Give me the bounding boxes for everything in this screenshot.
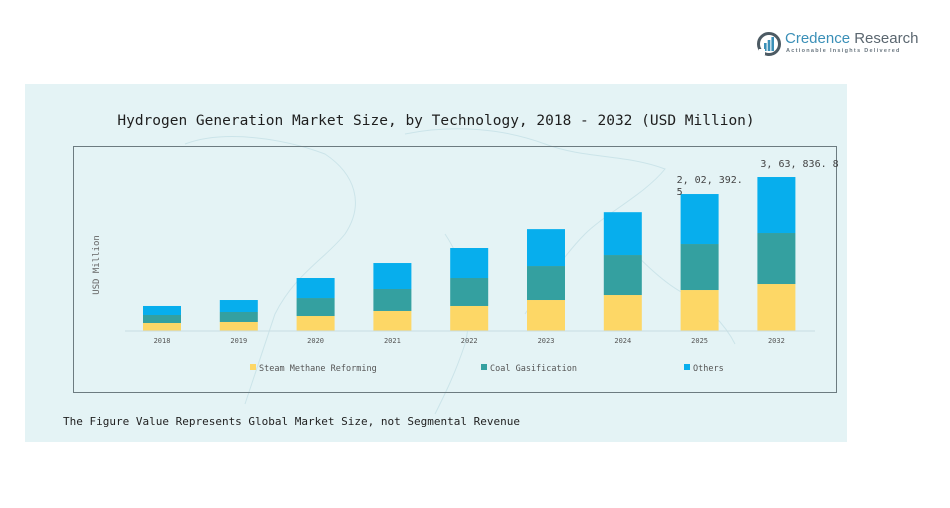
bar-segment-2025-steam-methane-reforming (680, 290, 719, 331)
bar-segment-2021-coal-gasification (373, 289, 412, 311)
bar-segment-2018-steam-methane-reforming (143, 323, 181, 331)
legend-swatch (481, 364, 487, 370)
bar-segment-2032-others (757, 177, 796, 234)
x-tick-label: 2021 (384, 337, 401, 345)
brand-tagline: Actionable Insights Delivered (786, 48, 901, 54)
bar-segment-2019-coal-gasification (219, 311, 258, 322)
chart-title: Hydrogen Generation Market Size, by Tech… (117, 113, 755, 129)
bar-segment-2019-others (219, 300, 258, 312)
bar-segment-2022-others (450, 247, 489, 279)
bar-segment-2025-others (680, 194, 719, 245)
legend-item-steam-methane-reforming: Steam Methane Reforming (250, 364, 377, 374)
x-tick-label: 2019 (230, 337, 247, 345)
legend-label: Others (693, 364, 724, 374)
data-label-2032: 3, 63, 836. 8 (760, 159, 838, 170)
x-tick-label: 2025 (691, 337, 708, 345)
x-tick-label: 2020 (307, 337, 324, 345)
x-tick-label: 2023 (538, 337, 555, 345)
bar-segment-2025-coal-gasification (680, 244, 719, 291)
bar-segment-2024-coal-gasification (603, 255, 642, 296)
bar-segment-2022-coal-gasification (450, 278, 489, 306)
footnote: The Figure Value Represents Global Marke… (63, 415, 520, 428)
brand-name-part2: Research (850, 30, 919, 47)
x-tick-labels: 2018 2019 2020 2021 2022 2023 2024 2025 2032 (154, 337, 785, 345)
brand-name: Credence Research (785, 30, 918, 47)
x-tick-label: 2024 (614, 337, 631, 345)
bar-segment-2032-coal-gasification (757, 233, 796, 285)
legend-label: Steam Methane Reforming (259, 364, 377, 374)
y-axis-label: USD Million (92, 235, 102, 295)
bar-segment-2018-others (143, 305, 181, 316)
data-labels: 2, 02, 392. 5 3, 63, 836. 8 (677, 159, 839, 198)
bar-segment-2023-others (527, 229, 565, 267)
chart-frame (73, 146, 837, 393)
legend: Steam Methane Reforming Coal Gasification… (250, 364, 724, 374)
bar-segment-2032-steam-methane-reforming (757, 284, 796, 331)
credence-research-logo: Credence Research Actionable Insights De… (757, 30, 927, 60)
bar-segment-2020-others (296, 278, 335, 299)
x-tick-label: 2032 (768, 337, 785, 345)
logo-mark-icon (757, 32, 781, 56)
bar-segment-2024-others (603, 212, 642, 256)
bar-segment-2020-steam-methane-reforming (296, 316, 335, 331)
brand-name-part1: Credence (785, 30, 851, 47)
legend-label: Coal Gasification (490, 364, 577, 374)
data-label-2025: 2, 02, 392. 5 (677, 175, 743, 198)
bar-segment-2024-steam-methane-reforming (603, 295, 642, 331)
x-tick-label: 2022 (461, 337, 478, 345)
bar-segment-2020-coal-gasification (296, 298, 335, 317)
legend-item-coal-gasification: Coal Gasification (481, 364, 577, 374)
bar-segment-2018-coal-gasification (143, 315, 181, 324)
bar-segment-2021-others (373, 263, 412, 290)
bar-segment-2023-coal-gasification (527, 266, 565, 301)
legend-swatch (250, 364, 256, 370)
bars-group (143, 177, 796, 331)
bar-segment-2019-steam-methane-reforming (219, 321, 258, 331)
bar-segment-2021-steam-methane-reforming (373, 310, 412, 331)
x-tick-label: 2018 (154, 337, 171, 345)
legend-item-others: Others (684, 364, 724, 374)
bar-segment-2022-steam-methane-reforming (450, 305, 489, 331)
legend-swatch (684, 364, 690, 370)
bar-segment-2023-steam-methane-reforming (527, 300, 565, 331)
